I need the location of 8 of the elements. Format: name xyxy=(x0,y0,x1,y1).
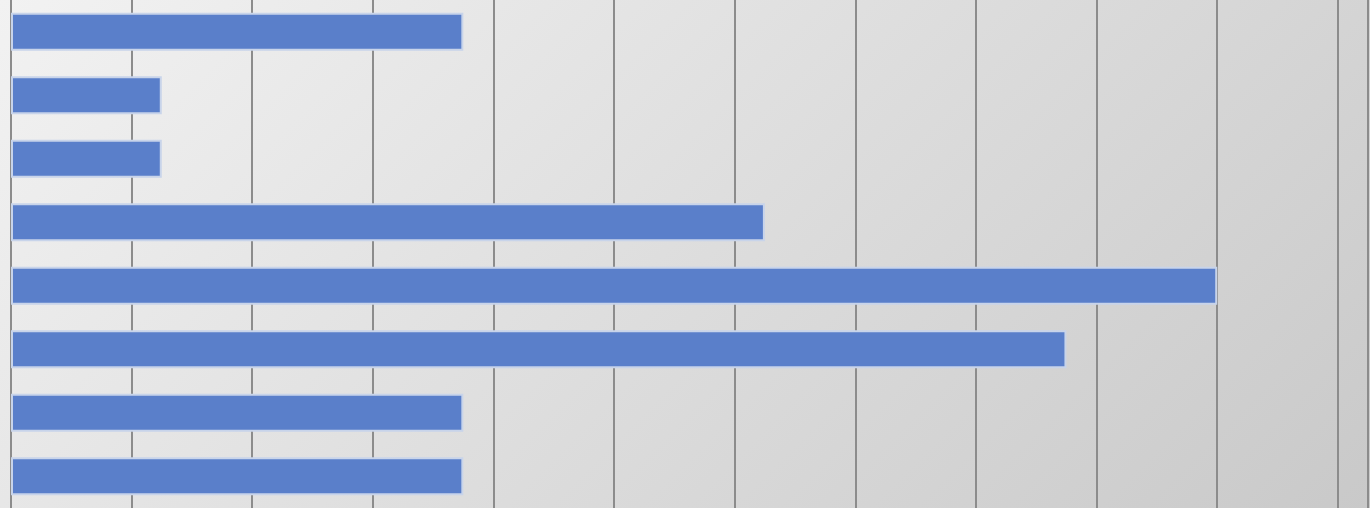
bar xyxy=(11,76,162,115)
bar xyxy=(11,203,765,242)
bar xyxy=(11,457,464,496)
bar xyxy=(11,330,1067,369)
bar xyxy=(11,393,464,432)
bar xyxy=(11,139,162,178)
bar xyxy=(11,266,1218,305)
bar xyxy=(11,12,464,51)
